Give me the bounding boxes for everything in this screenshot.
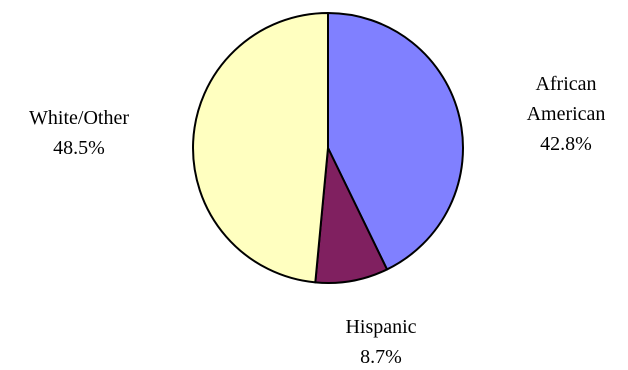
pie-slice-white-other	[192, 12, 329, 284]
pie-slice-african-american	[327, 12, 464, 271]
slice-value-label-hispanic: 8.7%	[360, 346, 402, 368]
slice-category-label-white-other: White/Other	[29, 107, 129, 129]
slice-value-label-white-other: 48.5%	[53, 137, 105, 159]
slice-value-label-african-american: 42.8%	[540, 133, 592, 155]
slice-category-label-african-american: African	[535, 73, 596, 95]
slice-category-label-hispanic: Hispanic	[345, 316, 416, 338]
slice-category-label-african-american: American	[527, 103, 606, 125]
